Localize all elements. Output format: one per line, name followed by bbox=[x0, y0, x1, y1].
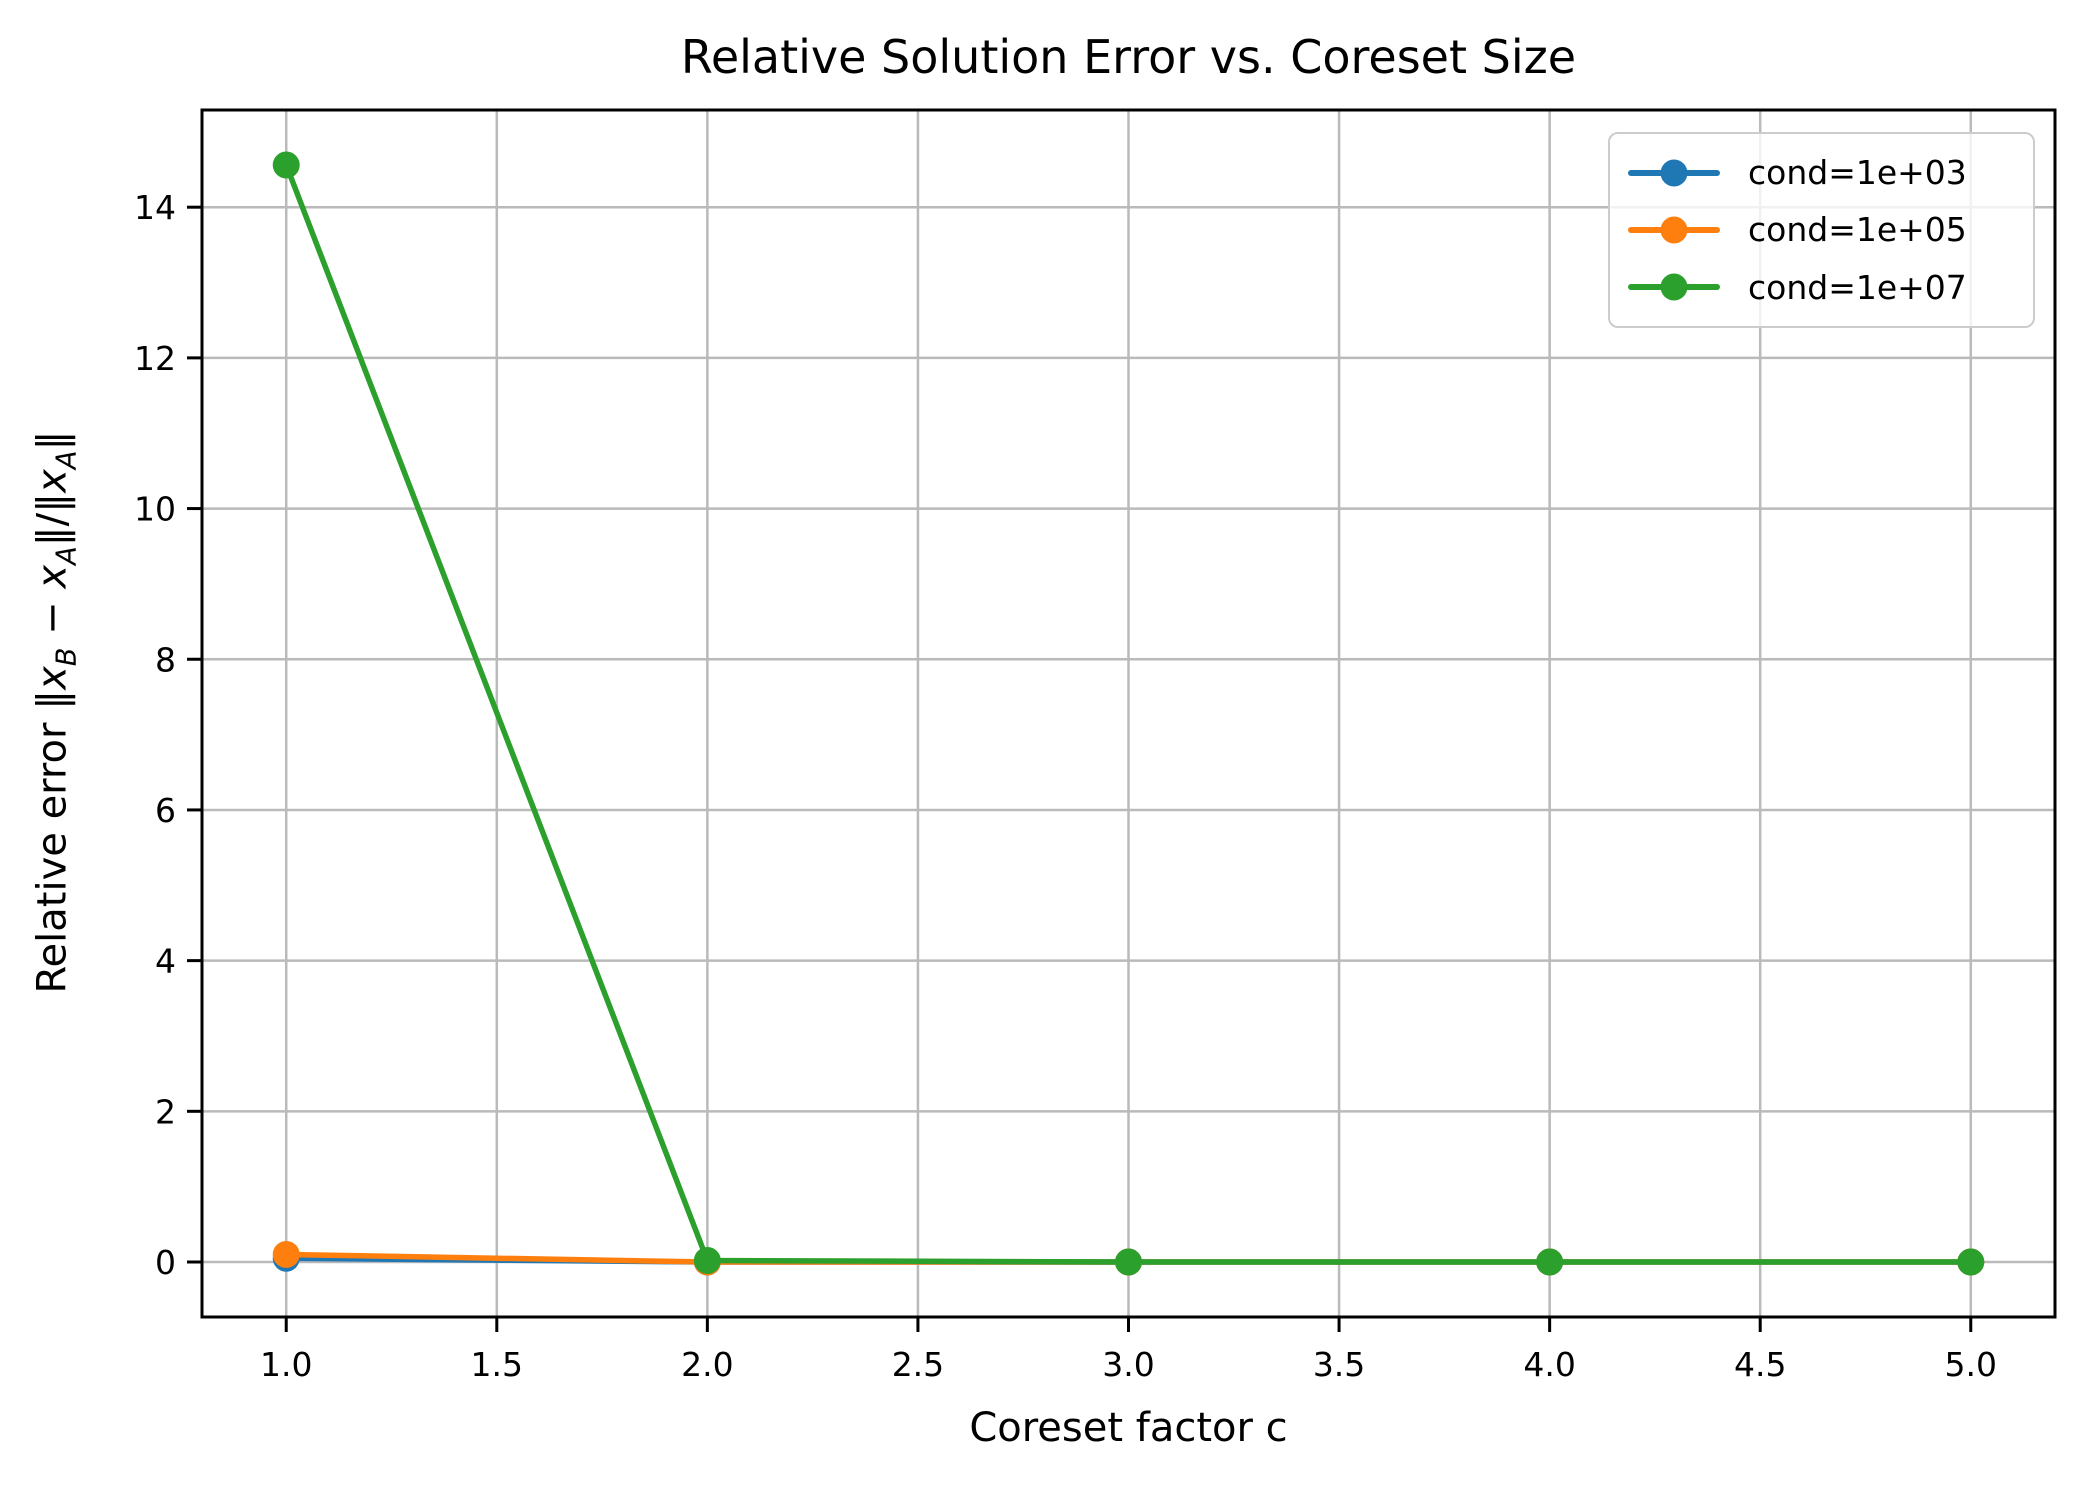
x-tick-label: 4.0 bbox=[1523, 1345, 1575, 1384]
legend-line-sample bbox=[1628, 273, 1720, 301]
y-axis-label-segment: ‖ bbox=[29, 430, 76, 451]
y-axis-label-segment: A bbox=[51, 546, 83, 565]
legend-item-2: cond=1e+07 bbox=[1628, 268, 2015, 307]
x-axis-label: Coreset factor c bbox=[969, 1405, 1288, 1451]
y-axis-label: Relative error ‖xB − xA‖/‖xA‖ bbox=[30, 431, 83, 994]
x-tick-label: 3.0 bbox=[1102, 1345, 1154, 1384]
y-axis-label-segment: B bbox=[51, 647, 83, 667]
series-marker-2 bbox=[272, 151, 300, 179]
y-axis-label-segment: Relative error ‖ bbox=[29, 689, 76, 994]
y-axis-label-segment: x bbox=[29, 469, 76, 493]
y-axis-label-segment: A bbox=[51, 450, 83, 470]
x-tick-label: 1.5 bbox=[471, 1345, 523, 1384]
legend-item-0: cond=1e+03 bbox=[1628, 153, 2015, 192]
legend-label: cond=1e+07 bbox=[1748, 267, 1967, 307]
x-tick-label: 3.5 bbox=[1313, 1345, 1365, 1384]
legend-marker-dot-icon bbox=[1660, 159, 1688, 187]
legend: cond=1e+03 cond=1e+05 cond=1e+07 bbox=[1608, 132, 2035, 328]
x-tick-label: 2.0 bbox=[681, 1345, 733, 1384]
y-tick-label: 6 bbox=[155, 791, 176, 830]
y-tick-label: 0 bbox=[155, 1243, 176, 1282]
legend-line-sample bbox=[1628, 216, 1720, 244]
y-axis-label-segment: − bbox=[29, 588, 76, 648]
x-tick-label: 5.0 bbox=[1945, 1345, 1997, 1384]
y-axis-label-segment: x bbox=[29, 564, 76, 589]
y-tick-label: 4 bbox=[155, 942, 176, 981]
legend-line-sample bbox=[1628, 159, 1720, 187]
chart-title: Relative Solution Error vs. Coreset Size bbox=[680, 30, 1577, 84]
x-tick-label: 2.5 bbox=[892, 1345, 944, 1384]
series-marker-2 bbox=[1115, 1248, 1142, 1276]
y-tick-label: 14 bbox=[134, 188, 176, 227]
y-axis-label-segment: ‖/‖ bbox=[29, 492, 76, 547]
legend-marker-dot-icon bbox=[1660, 216, 1688, 244]
y-axis-label-segment: x bbox=[29, 666, 76, 690]
y-tick-label: 12 bbox=[134, 339, 176, 378]
y-tick-label: 8 bbox=[155, 640, 176, 679]
legend-item-1: cond=1e+05 bbox=[1628, 210, 2015, 249]
series-marker-2 bbox=[693, 1246, 721, 1274]
series-marker-1 bbox=[272, 1240, 300, 1268]
legend-label: cond=1e+03 bbox=[1748, 153, 1967, 193]
legend-label: cond=1e+05 bbox=[1748, 210, 1967, 250]
legend-marker-dot-icon bbox=[1660, 273, 1688, 301]
series-marker-2 bbox=[1957, 1248, 1985, 1276]
x-tick-label: 4.5 bbox=[1734, 1345, 1786, 1384]
y-tick-label: 2 bbox=[155, 1092, 176, 1131]
y-tick-label: 10 bbox=[134, 490, 176, 529]
series-marker-2 bbox=[1536, 1248, 1564, 1276]
x-tick-label: 1.0 bbox=[260, 1345, 312, 1384]
